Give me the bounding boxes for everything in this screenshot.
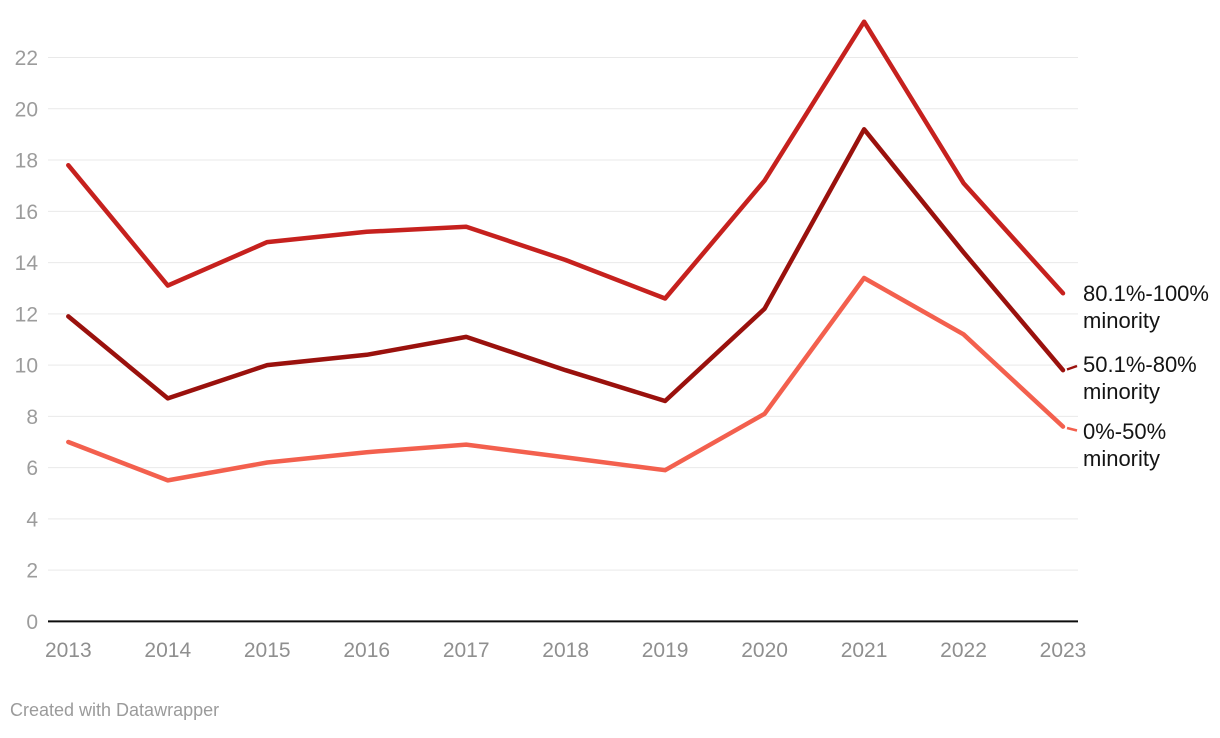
x-tick-label: 2018	[542, 639, 589, 662]
y-tick-label: 22	[15, 47, 38, 70]
y-tick-label: 20	[15, 98, 38, 121]
y-tick-label: 10	[15, 355, 38, 378]
y-tick-label: 8	[26, 406, 38, 429]
label-leader-dash	[1066, 426, 1078, 432]
x-tick-label: 2020	[741, 639, 788, 662]
series-label-line: minority	[1083, 308, 1161, 333]
label-leader-dash	[1066, 364, 1078, 371]
y-tick-label: 6	[26, 457, 38, 480]
series-label-line: 50.1%-80%	[1083, 352, 1197, 377]
series-label-0-50-minority: 0%-50% minority	[1083, 418, 1166, 472]
x-tick-label: 2016	[343, 639, 390, 662]
y-tick-label: 4	[26, 508, 38, 531]
series-label-line: 0%-50%	[1083, 419, 1167, 444]
x-tick-label: 2019	[642, 639, 689, 662]
x-tick-label: 2021	[841, 639, 888, 662]
y-tick-label: 0	[26, 611, 38, 634]
y-tick-label: 14	[15, 252, 39, 275]
x-tick-label: 2014	[144, 639, 191, 662]
x-tick-label: 2013	[45, 639, 92, 662]
y-tick-label: 2	[26, 560, 38, 583]
series-label-50-1-80-minority: 50.1%-80% minority	[1083, 351, 1197, 405]
y-tick-label: 18	[15, 150, 38, 173]
y-tick-label: 16	[15, 201, 38, 224]
series-line-50-1-80-minority	[66, 127, 1066, 404]
datawrapper-credit-link[interactable]: Created with Datawrapper	[10, 700, 220, 720]
series-line-0-50-minority	[66, 275, 1066, 483]
series-label-line: 80.1%-100%	[1083, 281, 1209, 306]
series-label-line: minority	[1083, 446, 1161, 471]
x-tick-label: 2022	[940, 639, 987, 662]
series-line-80-1-100-minority	[66, 19, 1066, 301]
series-label-line: minority	[1083, 379, 1161, 404]
x-tick-label: 2017	[443, 639, 490, 662]
y-tick-label: 12	[15, 303, 38, 326]
series-label-80-1-100-minority: 80.1%-100% minority	[1083, 280, 1209, 334]
x-tick-label: 2015	[244, 639, 291, 662]
x-tick-label: 2023	[1040, 639, 1087, 662]
